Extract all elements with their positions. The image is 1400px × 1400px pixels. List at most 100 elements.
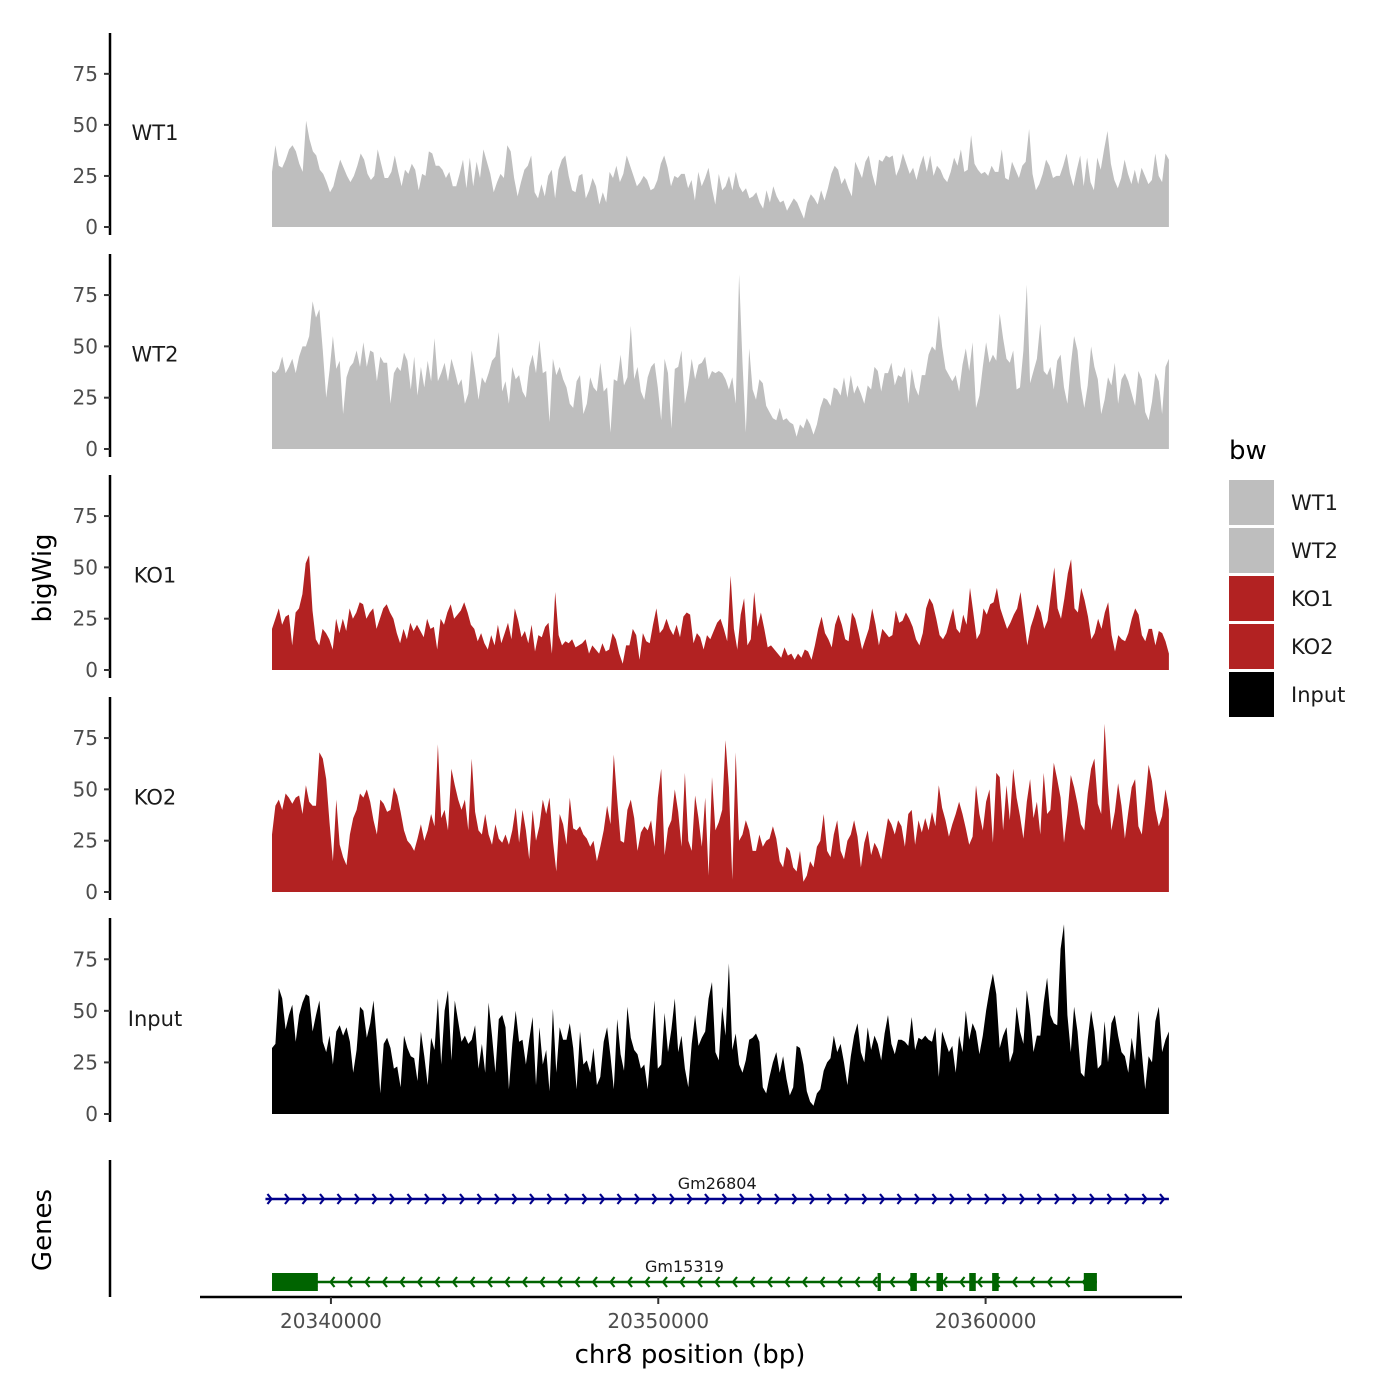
strand-arrow bbox=[1106, 1193, 1113, 1205]
strand-arrow bbox=[556, 1276, 563, 1288]
y-tick-label: 75 bbox=[73, 283, 98, 307]
strand-arrow bbox=[319, 1193, 326, 1205]
x-axis-title: chr8 position (bp) bbox=[575, 1340, 806, 1370]
y-tick-label: 0 bbox=[85, 1102, 98, 1126]
strand-arrow bbox=[704, 1193, 711, 1205]
strand-arrow bbox=[406, 1193, 413, 1205]
strand-arrow bbox=[871, 1276, 878, 1288]
gene-track: Gm26804 Gm15319 bbox=[108, 1160, 1169, 1297]
legend-swatch-input bbox=[1229, 672, 1274, 717]
strand-arrow bbox=[521, 1276, 528, 1288]
strand-arrow bbox=[599, 1193, 606, 1205]
exon bbox=[936, 1273, 944, 1291]
strand-arrow bbox=[416, 1276, 423, 1288]
y-tick-label: 0 bbox=[85, 437, 98, 461]
strand-arrow bbox=[346, 1276, 353, 1288]
strand-arrow bbox=[844, 1193, 851, 1205]
strand-arrow bbox=[644, 1276, 651, 1288]
gene-gm15319: Gm15319 bbox=[272, 1257, 1097, 1291]
exon bbox=[1083, 1273, 1097, 1291]
strand-arrow bbox=[476, 1193, 483, 1205]
strand-arrow bbox=[381, 1276, 388, 1288]
strand-arrow bbox=[1011, 1276, 1018, 1288]
track-label: Input bbox=[128, 1007, 182, 1031]
track-label: WT2 bbox=[132, 342, 179, 366]
strand-arrow bbox=[459, 1193, 466, 1205]
gene-gm26804: Gm26804 bbox=[265, 1174, 1169, 1205]
strand-arrow bbox=[1064, 1276, 1071, 1288]
strand-arrow bbox=[1029, 1276, 1036, 1288]
strand-arrow bbox=[826, 1193, 833, 1205]
y-tick-label: 75 bbox=[73, 62, 98, 86]
legend: bw WT1 WT2 KO1 KO2 Input bbox=[1229, 436, 1345, 717]
y-tick-label: 75 bbox=[73, 726, 98, 750]
y-tick-label: 25 bbox=[73, 164, 98, 188]
y-tick-label: 50 bbox=[73, 999, 98, 1023]
strand-arrow bbox=[836, 1276, 843, 1288]
y-tick-label: 0 bbox=[85, 880, 98, 904]
track-input: 0 25 50 75 Input bbox=[73, 918, 1169, 1126]
strand-arrow bbox=[354, 1193, 361, 1205]
strand-arrow bbox=[329, 1276, 336, 1288]
strand-arrow bbox=[914, 1193, 921, 1205]
strand-arrow bbox=[609, 1276, 616, 1288]
strand-arrow bbox=[1036, 1193, 1043, 1205]
y-tick-label: 0 bbox=[85, 658, 98, 682]
legend-label-wt2: WT2 bbox=[1291, 539, 1338, 563]
strand-arrow bbox=[696, 1276, 703, 1288]
strand-arrow bbox=[879, 1193, 886, 1205]
strand-arrow bbox=[469, 1276, 476, 1288]
strand-arrow bbox=[284, 1193, 291, 1205]
strand-arrow bbox=[809, 1193, 816, 1205]
legend-label-ko2: KO2 bbox=[1291, 635, 1334, 659]
strand-arrow bbox=[389, 1193, 396, 1205]
x-tick-label: 20350000 bbox=[607, 1309, 709, 1333]
strand-arrow bbox=[399, 1276, 406, 1288]
coverage-area-wt2 bbox=[272, 274, 1169, 449]
strand-arrow bbox=[714, 1276, 721, 1288]
strand-arrow bbox=[546, 1193, 553, 1205]
strand-arrow bbox=[371, 1193, 378, 1205]
strand-arrow bbox=[364, 1276, 371, 1288]
exon bbox=[272, 1273, 318, 1291]
strand-arrow bbox=[616, 1193, 623, 1205]
x-tick-label: 20340000 bbox=[280, 1309, 382, 1333]
strand-arrow bbox=[564, 1193, 571, 1205]
strand-arrow bbox=[669, 1193, 676, 1205]
strand-arrow bbox=[626, 1276, 633, 1288]
strand-arrow bbox=[731, 1276, 738, 1288]
gene-label: Gm26804 bbox=[678, 1174, 757, 1193]
coverage-area-ko2 bbox=[272, 723, 1169, 892]
strand-arrow bbox=[661, 1276, 668, 1288]
strand-arrow bbox=[1141, 1193, 1148, 1205]
track-label: KO2 bbox=[134, 785, 177, 809]
y-tick-label: 50 bbox=[73, 777, 98, 801]
gene-label: Gm15319 bbox=[645, 1257, 724, 1276]
strand-arrow bbox=[529, 1193, 536, 1205]
strand-arrow bbox=[931, 1193, 938, 1205]
track-wt2: 0 25 50 75 WT2 bbox=[73, 254, 1169, 461]
strand-arrow bbox=[749, 1276, 756, 1288]
strand-arrow bbox=[511, 1193, 518, 1205]
strand-arrow bbox=[1046, 1276, 1053, 1288]
strand-arrow bbox=[486, 1276, 493, 1288]
y-tick-label: 50 bbox=[73, 113, 98, 137]
strand-arrow bbox=[686, 1193, 693, 1205]
strand-arrow bbox=[434, 1276, 441, 1288]
strand-arrow bbox=[634, 1193, 641, 1205]
legend-label-wt1: WT1 bbox=[1291, 491, 1338, 515]
track-wt1: 0 25 50 75 WT1 bbox=[73, 33, 1169, 239]
track-ko2: 0 25 50 75 KO2 bbox=[73, 697, 1169, 904]
strand-arrow bbox=[494, 1193, 501, 1205]
strand-arrow bbox=[591, 1276, 598, 1288]
legend-swatch-ko1 bbox=[1229, 576, 1274, 621]
exon bbox=[877, 1273, 881, 1291]
strand-arrow bbox=[1019, 1193, 1026, 1205]
coverage-area-ko1 bbox=[272, 555, 1169, 670]
exon bbox=[910, 1273, 917, 1291]
coverage-area-input bbox=[272, 924, 1169, 1114]
strand-arrow bbox=[1124, 1193, 1131, 1205]
strand-arrow bbox=[966, 1193, 973, 1205]
strand-arrow bbox=[301, 1193, 308, 1205]
